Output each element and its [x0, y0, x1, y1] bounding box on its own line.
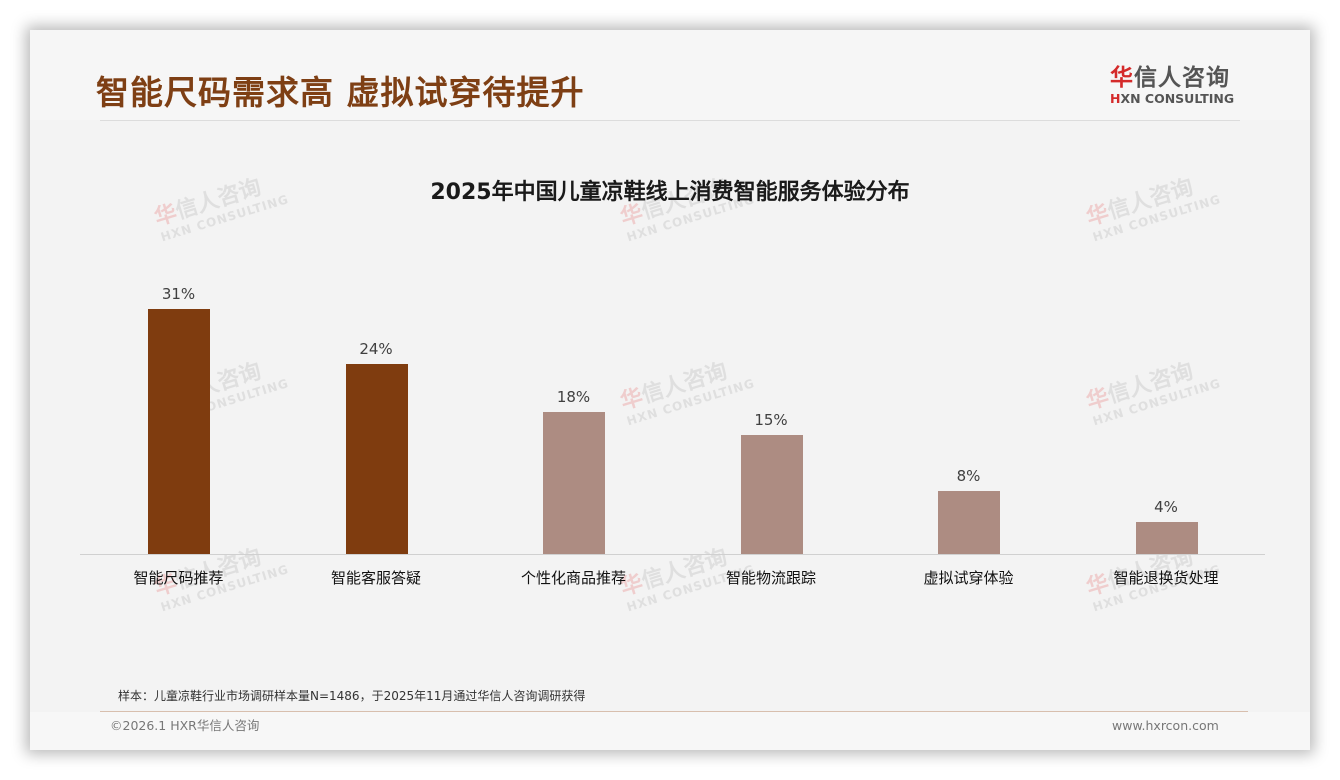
bar-group: 8% 虚拟试穿体验	[870, 260, 1067, 587]
category-label: 虚拟试穿体验	[923, 569, 1014, 587]
slide: 智能尺码需求高 虚拟试穿待提升 华信人咨询 HXN CONSULTING 华信人…	[30, 30, 1310, 750]
logo-cn-text: 信人咨询	[1134, 65, 1230, 91]
category-label: 智能退换货处理	[1113, 569, 1219, 587]
bar	[1135, 522, 1198, 554]
bar	[938, 491, 1000, 554]
bar-chart: 31% 智能尺码推荐 24% 智能客服答疑 18% 个性化商品推荐 15% 智能物流跟踪 8% 虚…	[80, 260, 1265, 587]
header-divider	[100, 120, 1240, 121]
bar	[543, 412, 605, 554]
header-band	[30, 30, 1310, 120]
category-label: 智能物流跟踪	[725, 569, 816, 587]
bar	[345, 364, 408, 554]
footer-divider	[100, 711, 1248, 712]
website-link[interactable]: www.hxrcon.com	[1112, 718, 1219, 733]
bar-group: 4% 智能退换货处理	[1068, 260, 1265, 587]
page-title: 智能尺码需求高 虚拟试穿待提升	[96, 73, 585, 112]
bar-value-label: 15%	[754, 411, 788, 429]
bar	[148, 309, 210, 554]
bar-value-label: 31%	[161, 285, 196, 303]
bar-value-label: 8%	[956, 467, 981, 485]
category-label: 智能尺码推荐	[133, 569, 224, 587]
bar-value-label: 18%	[556, 388, 591, 406]
x-axis-line	[80, 554, 1265, 555]
category-label: 智能客服答疑	[330, 569, 421, 587]
bar-group: 15% 智能物流跟踪	[673, 260, 870, 587]
sample-note: 样本：儿童凉鞋行业市场调研样本量N=1486，于2025年11月通过华信人咨询调…	[118, 689, 586, 703]
category-label: 个性化商品推荐	[520, 569, 626, 587]
footer-band	[30, 712, 1310, 750]
bar-group: 18% 个性化商品推荐	[475, 260, 672, 587]
bar-value-label: 24%	[359, 340, 393, 358]
chart-title: 2025年中国儿童凉鞋线上消费智能服务体验分布	[430, 180, 910, 205]
brand-logo: 华信人咨询 HXN CONSULTING	[1110, 64, 1250, 106]
bar-group: 24% 智能客服答疑	[278, 260, 475, 587]
logo-cn: 华信人咨询	[1110, 64, 1250, 92]
bar	[740, 435, 803, 554]
logo-en: HXN CONSULTING	[1110, 92, 1250, 106]
bar-value-label: 4%	[1154, 498, 1178, 516]
logo-en-text: XN CONSULTING	[1120, 91, 1235, 106]
bar-group: 31% 智能尺码推荐	[80, 260, 277, 587]
logo-cn-mark: 华	[1110, 65, 1134, 91]
copyright: ©2026.1 HXR华信人咨询	[110, 718, 260, 733]
logo-en-mark: H	[1110, 91, 1121, 106]
